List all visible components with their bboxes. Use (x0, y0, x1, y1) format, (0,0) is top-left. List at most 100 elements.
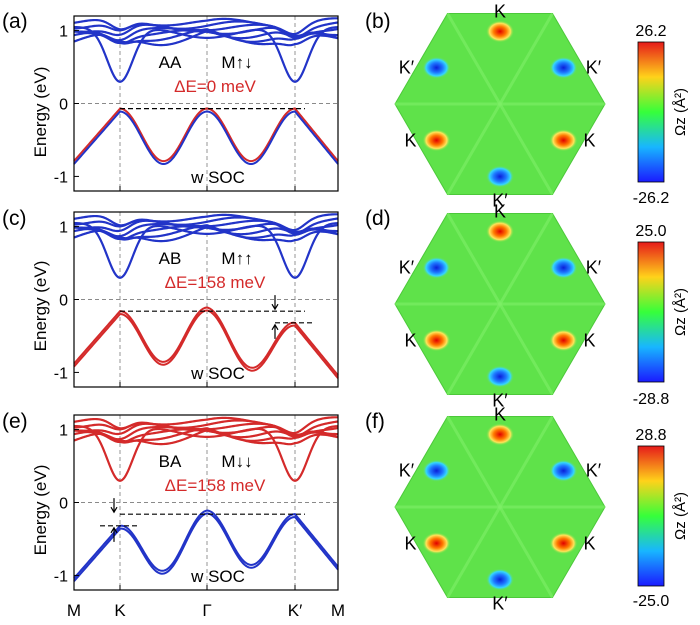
panel-label: (d) (365, 207, 391, 230)
x-axis-ticks: M K Γ K′ M (67, 601, 345, 620)
colorbar-label: Ωz (Å²) (672, 88, 689, 136)
x-tick-label: K′ (288, 601, 303, 620)
soc-label: w SOC (190, 364, 245, 383)
valley-label: K (583, 130, 595, 150)
zone-shading (498, 303, 554, 396)
colorbar-min: -26.2 (633, 190, 670, 207)
y-tick-label: 1 (59, 423, 68, 440)
zone-shading (446, 212, 502, 305)
conduction-band-line (73, 425, 339, 441)
magnetic-config-label: M↓↓ (221, 452, 252, 471)
y-tick-label: 0 (59, 97, 68, 114)
panel-label: (a) (2, 10, 28, 33)
zone-shading (446, 415, 502, 508)
band-panel-a: (a) Energy (eV) -1 0 1 AA M↑↓ ΔE=0 meV w SOC (2, 10, 339, 192)
colorbar-d: 25.0 -28.8 Ωz (Å²) (633, 223, 689, 408)
conduction-band-line (73, 424, 339, 482)
berry-hotspot (549, 329, 578, 352)
y-tick-label: 1 (59, 220, 68, 237)
colorbar (637, 241, 665, 383)
valley-label: K (583, 533, 595, 553)
valley-label: K′ (586, 461, 602, 481)
berry-hotspot (422, 532, 451, 555)
berry-panel-d: (d) K K′ K′ K′ K K (365, 201, 606, 411)
y-tick-label: -1 (54, 568, 68, 585)
x-tick-label: K (114, 601, 126, 620)
conduction-band-line (73, 222, 339, 238)
valley-label: K′ (586, 258, 602, 278)
valence-band-line (73, 509, 339, 579)
berry-hotspot (422, 329, 451, 352)
valley-label: K (404, 130, 416, 150)
valence-band-line (73, 512, 339, 582)
berry-hotspot (422, 129, 451, 152)
valley-label: K′ (492, 594, 508, 614)
colorbar-max: 26.2 (635, 23, 666, 40)
berry-coldspot (422, 459, 451, 482)
conduction-band-line (73, 20, 339, 39)
soc-label: w SOC (190, 168, 245, 187)
colorbar (637, 445, 665, 587)
valley-label: K′ (586, 58, 602, 78)
valley-label: K′ (399, 258, 415, 278)
conduction-band-line (73, 17, 339, 36)
y-axis-label: Energy (eV) (31, 261, 50, 352)
zone-shading (498, 212, 554, 305)
zone-shading (446, 506, 502, 599)
zone-shading (446, 12, 502, 105)
valley-label: K (404, 330, 416, 350)
berry-hotspot (486, 20, 514, 43)
conduction-band-line (73, 213, 339, 232)
colorbar-b: 26.2 -26.2 Ωz (Å²) (633, 23, 689, 207)
colorbar-min: -25.0 (633, 593, 670, 610)
stacking-label: AB (159, 249, 182, 268)
zone-shading (498, 103, 554, 196)
valley-label: K′ (492, 191, 508, 211)
y-tick-label: 0 (59, 293, 68, 310)
y-tick-label: -1 (54, 169, 68, 186)
colorbar-max: 25.0 (635, 223, 666, 240)
x-tick-label: M (331, 601, 345, 620)
magnetic-config-label: M↑↓ (221, 53, 252, 72)
berry-hotspot (549, 532, 578, 555)
berry-coldspot (549, 256, 578, 279)
valley-label: K′ (492, 391, 508, 411)
valence-band-line (73, 110, 339, 166)
conduction-band-line (73, 416, 339, 435)
valley-label: K′ (399, 58, 415, 78)
berry-hotspot (486, 220, 514, 243)
band-panel-e: (e) Energy (eV) -1 0 1 BA M↓↓ ΔE=158 meV w SOC (2, 410, 339, 591)
valley-label: K (404, 533, 416, 553)
energy-gap-label: ΔE=158 meV (165, 273, 266, 292)
gap-arrow (110, 526, 118, 542)
energy-gap-label: ΔE=0 meV (174, 77, 256, 96)
zone-shading (498, 12, 554, 105)
valley-label: K (494, 404, 506, 424)
gap-arrow (271, 295, 279, 311)
panel-label: (c) (2, 207, 27, 230)
valence-band-line (73, 107, 339, 163)
berry-hotspot (486, 423, 514, 446)
valley-label: K (494, 1, 506, 21)
berry-hotspot (549, 129, 578, 152)
y-axis-label: Energy (eV) (31, 67, 50, 158)
valley-label: K′ (399, 461, 415, 481)
colorbar (637, 41, 665, 183)
x-tick-label: M (67, 601, 81, 620)
valley-label: K (494, 201, 506, 221)
gap-arrow (110, 498, 118, 514)
energy-gap-label: ΔE=158 meV (165, 476, 266, 495)
zone-shading (498, 506, 554, 599)
berry-panel-f: (f) K K′ K′ K′ K K (365, 404, 606, 614)
berry-coldspot (486, 568, 514, 591)
soc-label: w SOC (190, 567, 245, 586)
plot-area (73, 16, 339, 191)
magnetic-config-label: M↑↑ (221, 249, 252, 268)
zone-shading (446, 303, 502, 396)
x-tick-label: Γ (202, 601, 211, 620)
berry-coldspot (486, 365, 514, 388)
colorbar-label: Ωz (Å²) (672, 288, 689, 336)
conduction-band-line (73, 419, 339, 438)
y-tick-label: 1 (59, 24, 68, 41)
berry-coldspot (422, 256, 451, 279)
